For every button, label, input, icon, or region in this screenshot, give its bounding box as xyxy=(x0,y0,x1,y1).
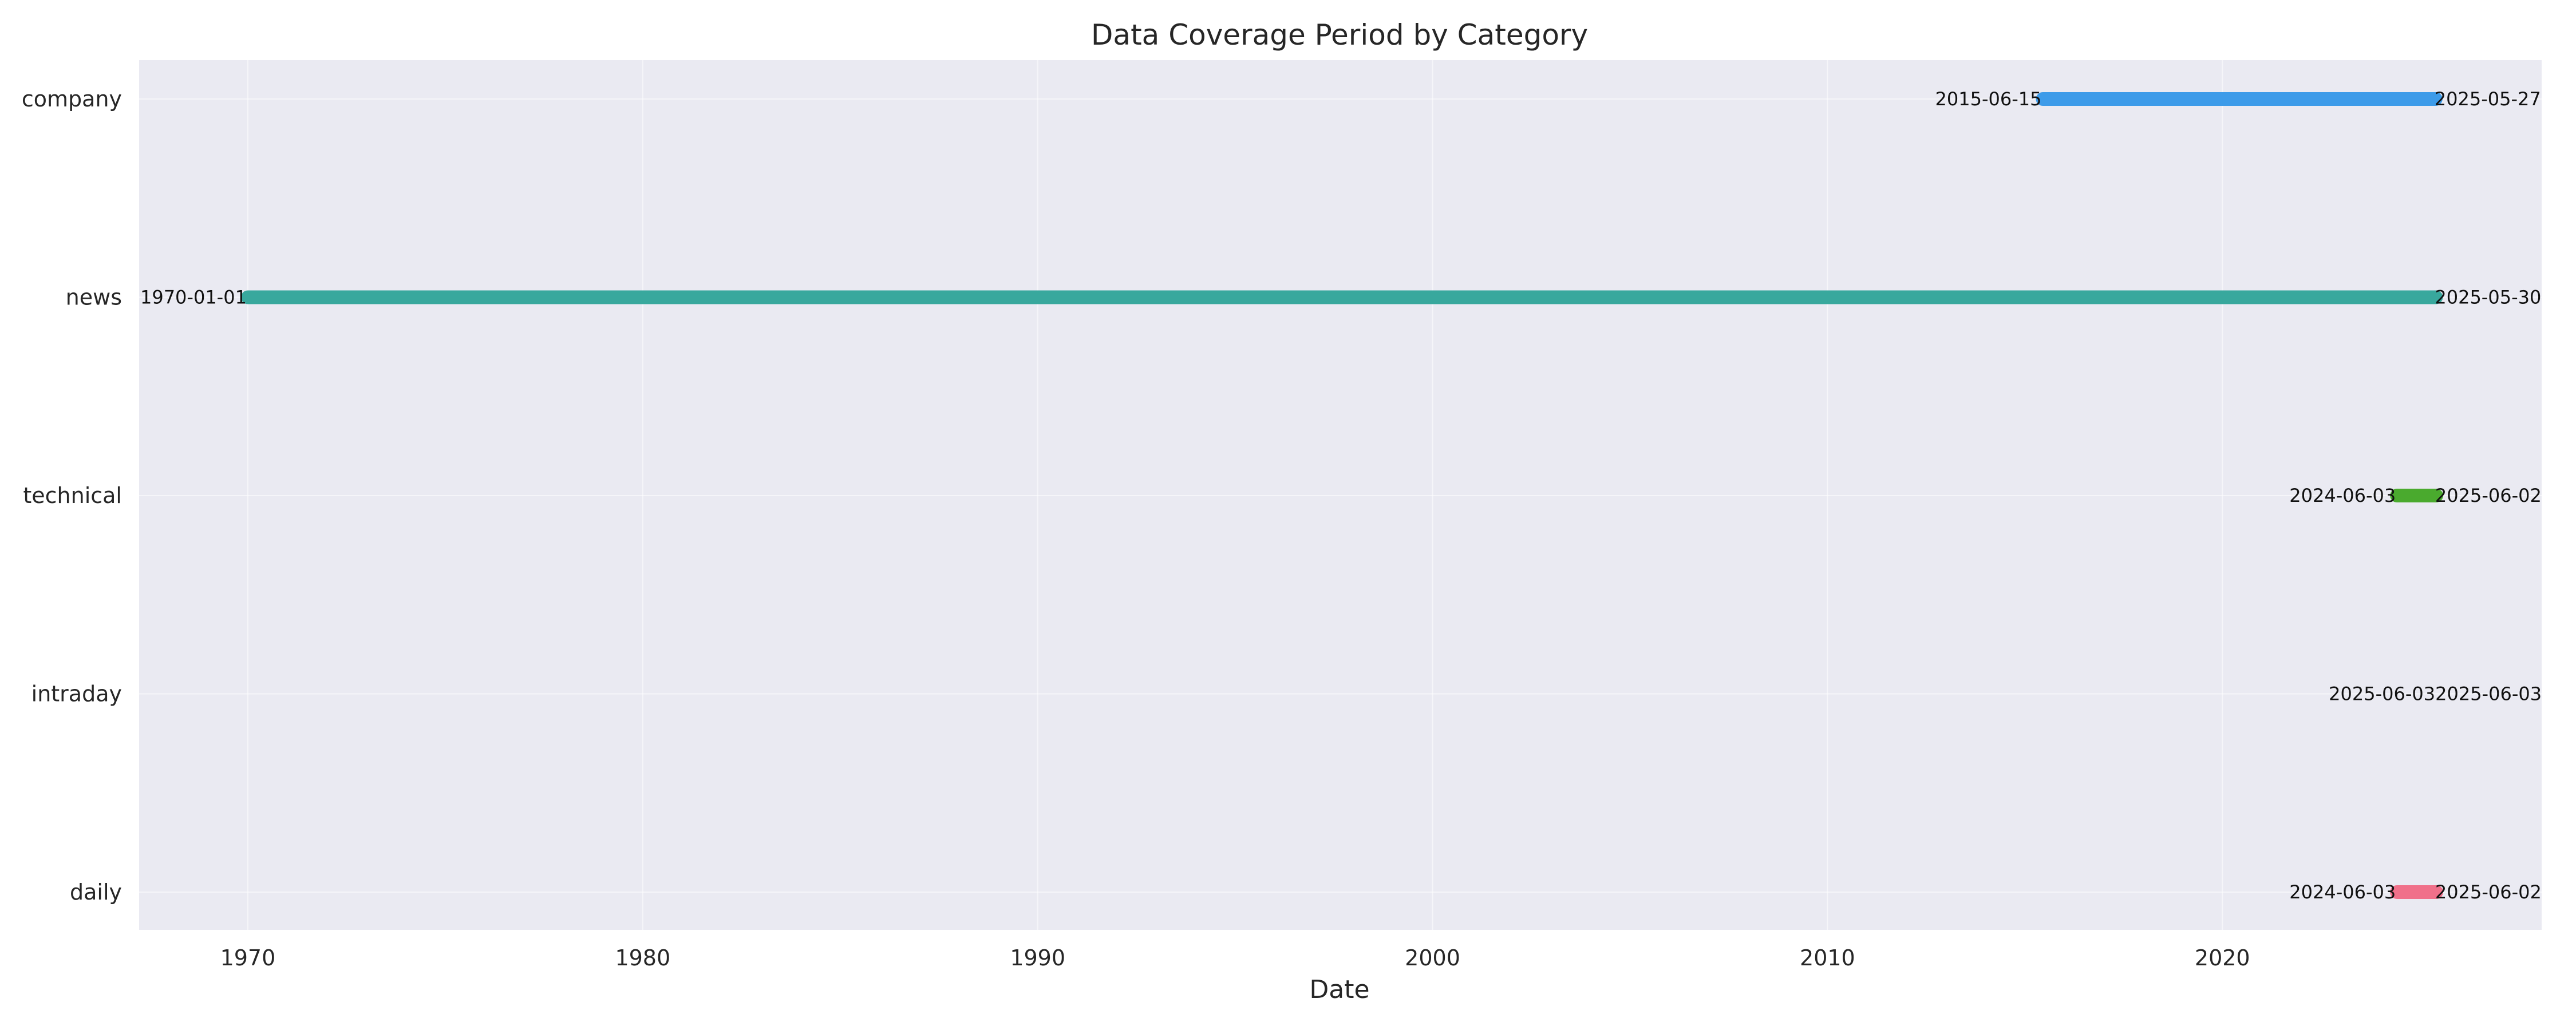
x-tick-label: 1970 xyxy=(220,945,276,970)
chart-title: Data Coverage Period by Category xyxy=(1091,18,1588,52)
bar-layer xyxy=(240,92,2443,899)
end-date-label: 2025-06-03 xyxy=(2435,683,2542,705)
y-tick-label: news xyxy=(66,285,122,310)
end-date-label: 2025-05-27 xyxy=(2435,88,2541,110)
y-tick-label: company xyxy=(22,86,122,112)
start-date-label: 2024-06-03 xyxy=(2289,485,2396,506)
start-date-label: 1970-01-01 xyxy=(140,287,247,308)
x-tick-label: 2020 xyxy=(2195,945,2250,970)
end-date-label: 2025-06-02 xyxy=(2435,881,2542,903)
y-tick-label: technical xyxy=(23,483,122,508)
x-tick-label: 1980 xyxy=(615,945,670,970)
x-tick-label: 1990 xyxy=(1010,945,1065,970)
x-tick-label: 2010 xyxy=(1800,945,1855,970)
end-date-label: 2025-06-02 xyxy=(2435,485,2542,506)
x-axis-title: Date xyxy=(1309,975,1369,1004)
start-date-label: 2024-06-03 xyxy=(2289,881,2396,903)
y-tick-label: daily xyxy=(70,880,122,905)
label-layer: 1970 1980 1990 2000 2010 2020 company 2015-06-1… xyxy=(22,86,2542,970)
start-date-label: 2025-06-03 xyxy=(2329,683,2435,705)
x-tick-label: 2000 xyxy=(1405,945,1460,970)
start-date-label: 2015-06-15 xyxy=(1935,88,2042,110)
end-date-label: 2025-05-30 xyxy=(2435,287,2541,308)
y-tick-label: intraday xyxy=(31,682,122,707)
